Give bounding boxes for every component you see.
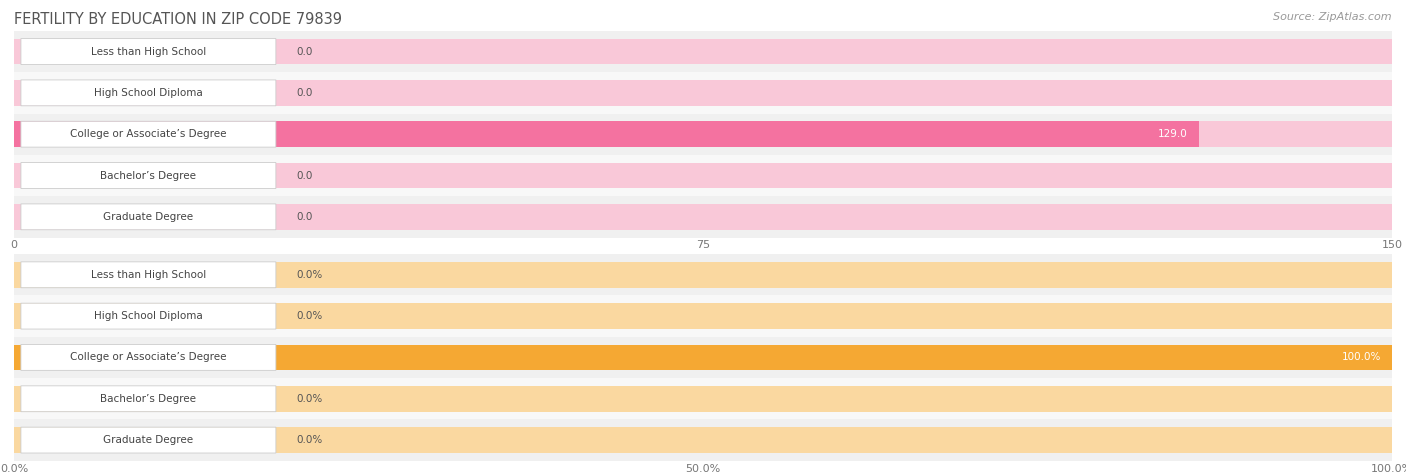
Text: 0.0: 0.0 [297,212,314,222]
Text: College or Associate’s Degree: College or Associate’s Degree [70,129,226,139]
Bar [14,31,1392,72]
Text: High School Diploma: High School Diploma [94,88,202,98]
FancyBboxPatch shape [21,344,276,370]
Text: 100.0%: 100.0% [1341,352,1381,362]
Bar [14,80,1392,105]
Bar [14,419,1392,461]
Bar [14,295,1392,337]
FancyBboxPatch shape [21,38,276,65]
FancyBboxPatch shape [21,162,276,189]
Text: Less than High School: Less than High School [91,270,207,280]
Text: College or Associate’s Degree: College or Associate’s Degree [70,352,226,362]
Text: Bachelor’s Degree: Bachelor’s Degree [100,171,197,180]
Bar [14,386,1392,411]
Bar [14,122,1199,147]
Bar [14,262,1392,287]
FancyBboxPatch shape [21,427,276,453]
Bar [14,254,1392,295]
Bar [14,378,1392,419]
Bar [14,72,1392,114]
Text: FERTILITY BY EDUCATION IN ZIP CODE 79839: FERTILITY BY EDUCATION IN ZIP CODE 79839 [14,12,342,27]
FancyBboxPatch shape [21,303,276,329]
FancyBboxPatch shape [21,204,276,230]
Text: 129.0: 129.0 [1159,129,1188,139]
Bar [14,155,1392,196]
Bar [14,345,1392,370]
Text: 0.0%: 0.0% [297,394,323,404]
Text: 0.0: 0.0 [297,88,314,98]
Text: Graduate Degree: Graduate Degree [103,435,194,445]
Bar [14,163,1392,188]
Bar [14,204,1392,229]
Text: Graduate Degree: Graduate Degree [103,212,194,222]
Text: High School Diploma: High School Diploma [94,311,202,321]
Bar [14,304,1392,329]
Text: 0.0%: 0.0% [297,435,323,445]
Bar [14,337,1392,378]
FancyBboxPatch shape [21,386,276,412]
Bar [14,122,1392,147]
Text: 0.0%: 0.0% [297,311,323,321]
Bar [14,114,1392,155]
Bar [14,428,1392,453]
FancyBboxPatch shape [21,121,276,147]
Bar [14,196,1392,238]
Text: 0.0: 0.0 [297,47,314,57]
Text: Source: ZipAtlas.com: Source: ZipAtlas.com [1274,12,1392,22]
Text: 0.0%: 0.0% [297,270,323,280]
FancyBboxPatch shape [21,80,276,106]
Text: Less than High School: Less than High School [91,47,207,57]
FancyBboxPatch shape [21,262,276,288]
Text: Bachelor’s Degree: Bachelor’s Degree [100,394,197,404]
Bar [14,39,1392,64]
Bar [14,345,1392,370]
Text: 0.0: 0.0 [297,171,314,180]
